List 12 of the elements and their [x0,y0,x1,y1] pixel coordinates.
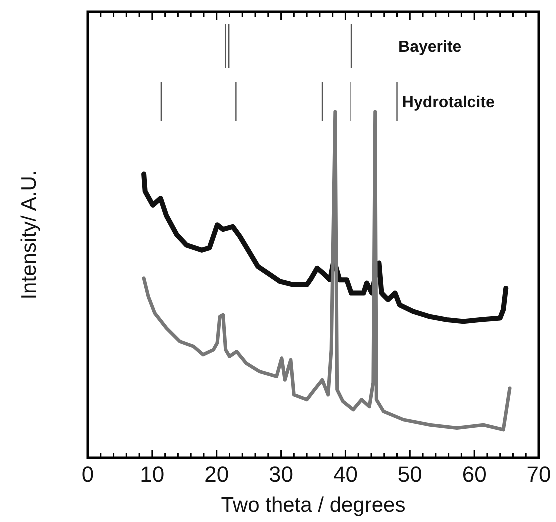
x-tick-label: 20 [204,462,230,487]
x-tick-label: 0 [82,462,94,487]
y-axis-title: Intensity/ A.U. [18,170,41,300]
x-tick-label: 70 [526,462,552,487]
text: Bayerite [398,39,462,56]
x-tick-label: 40 [333,462,358,487]
x-tick-label: 60 [462,462,487,487]
x-tick-label: 50 [398,462,422,487]
text: Hydrotalcite [402,94,495,112]
x-axis-title: Two theta / degrees [221,494,406,517]
x-tick-label: 10 [140,462,165,487]
x-tick-label: 30 [269,462,294,487]
